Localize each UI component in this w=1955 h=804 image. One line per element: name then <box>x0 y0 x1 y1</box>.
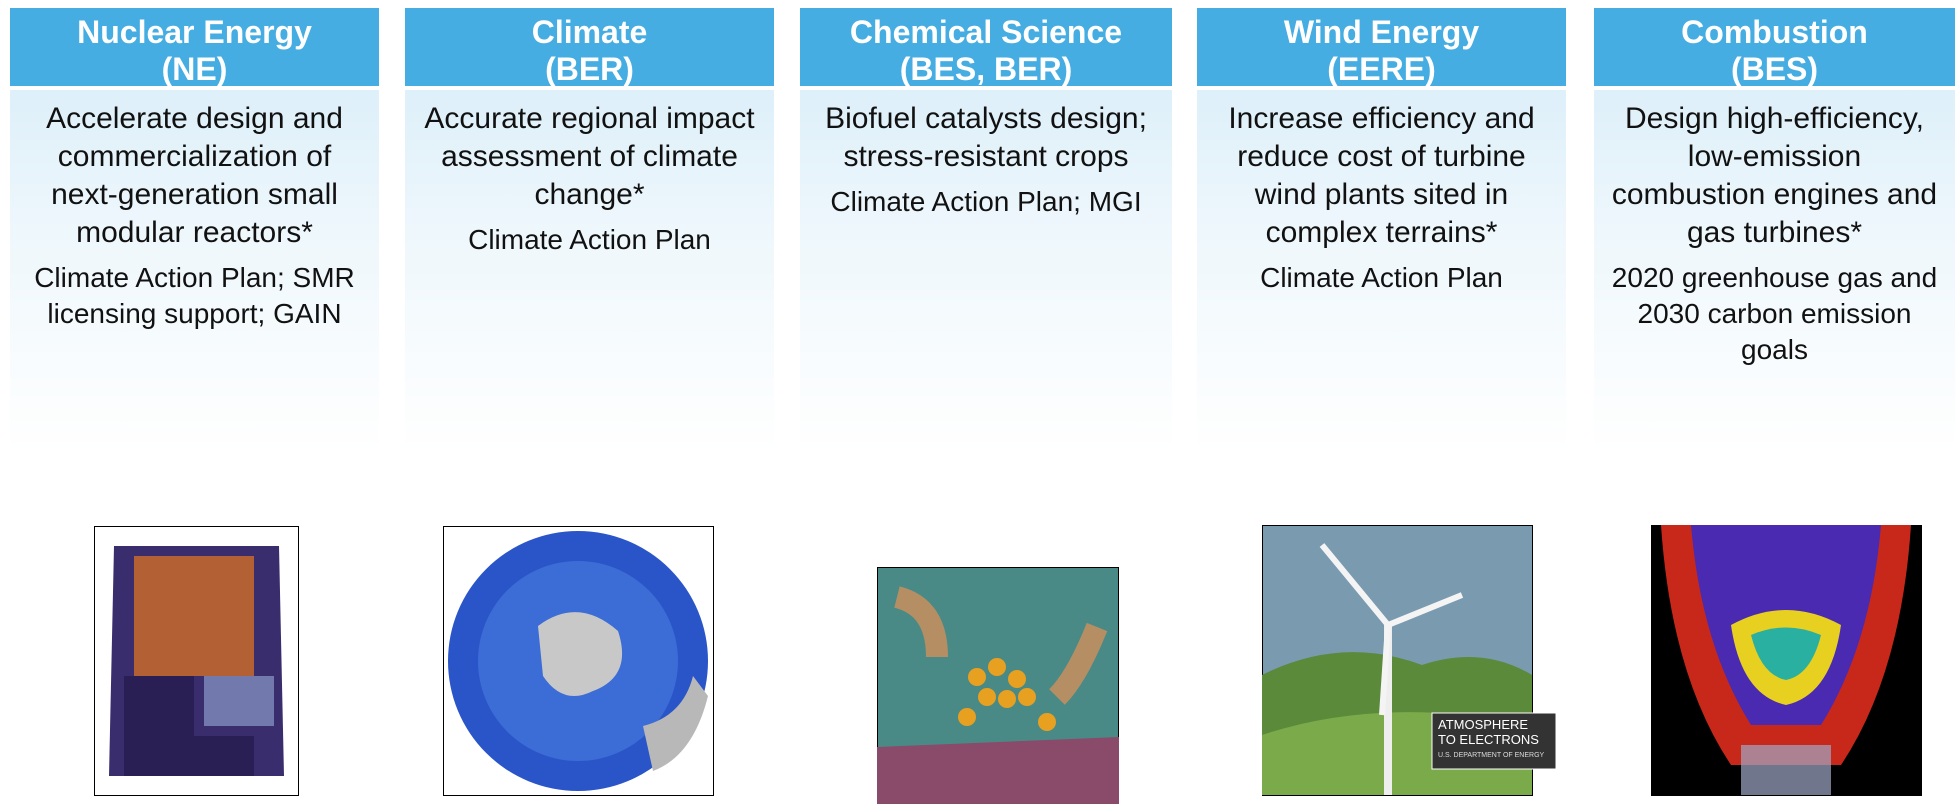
title: Wind Energy <box>1197 14 1566 51</box>
goal: Design high-efficiency, low-emission com… <box>1594 90 1955 252</box>
slide: Nuclear Energy(NE) Accelerate design and… <box>0 0 1955 804</box>
wind-image: ATMOSPHERE TO ELECTRONS U.S. DEPARTMENT … <box>1262 525 1556 796</box>
image-text: TO ELECTRONS <box>1438 732 1539 747</box>
program: (EERE) <box>1197 51 1566 88</box>
goal: Accurate regional impact assessment of c… <box>405 90 774 214</box>
goal: Biofuel catalysts design; stress-resista… <box>800 90 1172 176</box>
column: Wind Energy(EERE) Increase efficiency an… <box>1197 8 1566 453</box>
column-header: Climate(BER) <box>405 8 774 90</box>
policy: 2020 greenhouse gas and 2030 carbon emis… <box>1594 252 1955 368</box>
climate-image <box>443 526 714 796</box>
program: (NE) <box>10 51 379 88</box>
policy: Climate Action Plan <box>1197 252 1566 296</box>
column: Combustion(BES) Design high-efficiency, … <box>1594 8 1955 453</box>
program: (BES) <box>1594 51 1955 88</box>
goal: Accelerate design and commercialization … <box>10 90 379 252</box>
title: Nuclear Energy <box>10 14 379 51</box>
policy: Climate Action Plan <box>405 214 774 258</box>
combustion-image <box>1651 525 1922 796</box>
column-header: Nuclear Energy(NE) <box>10 8 379 90</box>
column-header: Chemical Science(BES, BER) <box>800 8 1172 90</box>
image-text: ATMOSPHERE <box>1438 717 1528 732</box>
title: Chemical Science <box>800 14 1172 51</box>
goal: Increase efficiency and reduce cost of t… <box>1197 90 1566 252</box>
program: (BES, BER) <box>800 51 1172 88</box>
title: Climate <box>405 14 774 51</box>
policy: Climate Action Plan; SMR licensing suppo… <box>10 252 379 332</box>
column-header: Combustion(BES) <box>1594 8 1955 90</box>
title: Combustion <box>1594 14 1955 51</box>
image-text: U.S. DEPARTMENT OF ENERGY <box>1438 752 1545 759</box>
column: Chemical Science(BES, BER) Biofuel catal… <box>800 8 1172 453</box>
program: (BER) <box>405 51 774 88</box>
column: Nuclear Energy(NE) Accelerate design and… <box>10 8 379 453</box>
column: Climate(BER) Accurate regional impact as… <box>405 8 774 453</box>
policy: Climate Action Plan; MGI <box>800 176 1172 220</box>
chemistry-image <box>877 567 1119 804</box>
column-header: Wind Energy(EERE) <box>1197 8 1566 90</box>
reactor-image <box>94 526 299 796</box>
